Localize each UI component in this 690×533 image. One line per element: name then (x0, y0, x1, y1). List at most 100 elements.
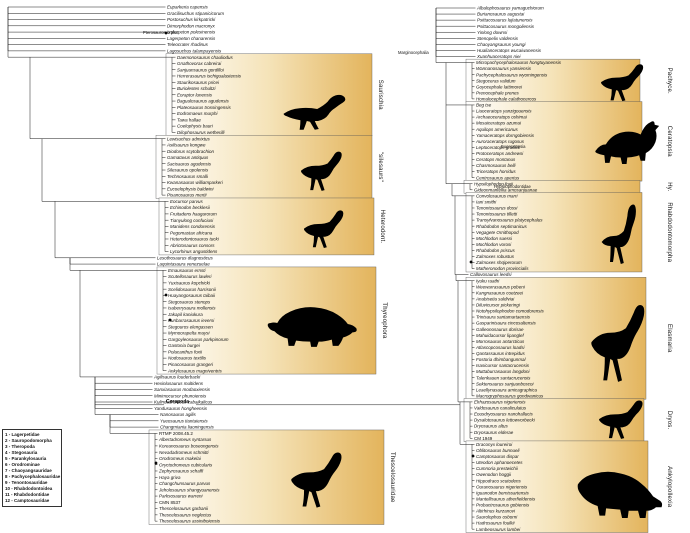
taxon-label: Matheronodon provincialis (476, 266, 529, 271)
taxon-label: Thescelosaurus assiniboiensis (159, 519, 221, 524)
taxon-label: Staurikosaurus pricei (177, 80, 220, 85)
taxon-label: Dryosaurus elderae (474, 430, 514, 435)
taxon-label: Galleonosaurus dorisae (476, 327, 524, 332)
taxon-label: Diodorus scytobrachion (167, 149, 215, 154)
taxon-label: Huayangosaurus taibaii (168, 293, 216, 298)
legend-item: 3 - Theropoda (5, 444, 35, 449)
taxon-label: Sanjuansaurus gordilloi (177, 67, 225, 72)
taxon-label: Eodromaeus murphi (177, 111, 219, 116)
taxon-label: Homalocephale calathocercos (476, 97, 537, 102)
taxon-label: Dysalotosaurus lettowvorbecki (474, 418, 536, 423)
taxon-label: Gastonia burgei (168, 343, 201, 348)
taxon-label: Silesaurus opolensis (167, 168, 209, 173)
taxon-label: Elrhazosaurus nigeriensis (474, 400, 526, 405)
node-label: Marginocephalia (398, 50, 429, 55)
taxon-label: Beg tse (476, 103, 492, 108)
taxon-label: Nevadadromeus schmitti (159, 450, 210, 455)
taxon-label: Dimorphodon macronyx (167, 23, 216, 28)
silesaurs-silhouette-icon (301, 151, 342, 191)
taxon-label: Ixalerpeton polesinensis (167, 30, 216, 35)
taxon-label: Callovosaurus leedsi (470, 272, 513, 277)
taxon-label: Burianosaurus augustai (477, 12, 525, 17)
taxon-label: Nodosaurus textilis (168, 356, 207, 361)
taxon-label: Uteodon aphanoecetes (476, 460, 523, 465)
taxon-label: Rhabdodon septimanicus (476, 224, 528, 229)
taxon-label: Changchunsaurus parvus (159, 481, 211, 486)
elasmaria-silhouette-icon (591, 304, 645, 382)
taxon-label: Hippodraco scutodens (476, 478, 522, 483)
taxon-label: Zalmoxes shqiperorum (475, 260, 522, 265)
taxon-label: Triceratops horridus (476, 169, 516, 174)
taxon-label: Notohypsilophodon comodorensis (476, 309, 545, 314)
taxon-label: Oryctodromeus cubicularis (159, 462, 213, 467)
taxon-label: Thescelosaurus neglectus (159, 512, 212, 517)
taxon-label: Lycorhinus angustidens (170, 249, 218, 254)
clade-bar-label-elasmaria: Elasmaria (666, 324, 672, 353)
clade-bar-label-thyreophora: Thyreophora (381, 302, 387, 339)
taxon-label: Buriolestes schultzi (177, 86, 217, 91)
clade-bar-label-ceratopsia: Ceratopsia (666, 126, 672, 157)
node-label: Pterosauromorpha (143, 30, 178, 35)
legend-box: 1 - Lagerpetidae 2 - Sauropodomorpha 3 - T… (2, 429, 62, 507)
taxon-label: Stegoceras validum (476, 78, 516, 83)
taxon-label: Heterodontosaurus tucki (170, 237, 220, 242)
taxon-label: Mosaiceratops azumai (476, 121, 522, 126)
taxon-label: Trinisaura santamartaensis (476, 315, 531, 320)
pachycephalosauria-silhouette-icon (601, 64, 644, 102)
taxon-label: Gasparinisaura cincosaltensis (476, 321, 537, 326)
taxon-label: Minimocursor phunoiensis (154, 393, 207, 398)
taxon-label: Liaoceratops yanzigouensis (476, 109, 532, 114)
ceratopsia-silhouette-icon (595, 121, 660, 164)
legend-item: 8 - Pachycephalosauridae (5, 474, 61, 479)
clade-bar-label-saurischia: Saurischia (377, 80, 383, 110)
taxon-label: Rhabdodon priscus (476, 248, 516, 253)
taxon-label: Centrosaurus apertus (476, 175, 520, 180)
taxon-label: Sacisaurus agudensis (167, 161, 212, 166)
taxon-label: Yandusaurus hongheensis (154, 406, 208, 411)
taxon-label: Gideonmantellia amosanjuanae (474, 187, 538, 192)
taxon-label: Albalophosaurus yamaguchiorum (476, 6, 544, 11)
legend-item: 7 - Chaoyangsauridae (5, 468, 52, 473)
node-label: Cerapoda (166, 399, 189, 405)
taxon-label: Eoraptor lunensis (177, 92, 213, 97)
taxon-label: Stegosaurus stenops (168, 299, 211, 304)
taxon-label: Yuxisaurus kopchicki (168, 280, 211, 285)
taxon-label: Protoceratops andrewsi (476, 151, 524, 156)
taxon-label: Hypsilophodon foxii (474, 181, 514, 186)
taxon-label: Tenontosaurus dossi (476, 206, 518, 211)
taxon-label: Orodromeus makelai (159, 456, 202, 461)
taxon-label: Altirhinus kurzanovi (475, 509, 516, 514)
clade-bar-label-silesaurs: "silesaurs" (377, 152, 383, 182)
clade-bar-label-thescelosauridae: Thescelosauridae (389, 452, 395, 503)
taxon-label: Xuanhuaceratops niei (476, 54, 522, 59)
taxon-label: Draconyx loureiroi (476, 442, 513, 447)
heterodontosauridae-silhouette-icon (303, 210, 344, 248)
legend-item: 11 - Rhabdodontidae (5, 492, 50, 497)
taxon-label: Mahuidacursor lipanglef (476, 333, 525, 338)
taxon-label: Abrictosaurus consors (169, 243, 215, 248)
taxon-label: Dilophosaurus wetherilli (177, 130, 226, 135)
taxon-label: Bagualosaurus agudensis (177, 99, 230, 104)
taxon-label: Iyuku raathi (476, 278, 500, 283)
taxon-label: Wannanosaurus yansiensis (476, 66, 532, 71)
taxon-label: Yueosaurus tiantaiensis (160, 418, 208, 423)
taxon-label: Jakapil kaniukura (167, 312, 203, 317)
legend-item: 9 - Tenontosauridae (5, 480, 48, 485)
legend-item: 6 - Orodrominae (5, 462, 40, 467)
taxon-label: Changmiania liaoningensis (160, 425, 215, 430)
taxon-label: Technosaurus smalli (167, 174, 209, 179)
legend-item: 5 - Parankylosauria (5, 456, 47, 461)
saurischia-silhouette-icon (283, 94, 346, 130)
taxon-label: Eucoelophysis baldwini (167, 186, 215, 191)
taxon-label: Eousdryosaurus nanohallucis (474, 412, 534, 417)
taxon-label: Gargoyleosaurus parkpinorum (168, 337, 229, 342)
taxon-label: Tawa hallae (177, 117, 201, 122)
taxon-label: Chasmosaurus belli (476, 163, 517, 168)
taxon-label: Zalmoxes robustus (475, 254, 515, 259)
taxon-label: Weewarrasaurus pobeni (476, 284, 526, 289)
taxon-label: Atlascopcosaurus loadsi (475, 345, 526, 350)
taxon-label: Manidens condorensis (170, 224, 216, 229)
clade-bar-label-hypsilophodontidae: Hy. (666, 182, 672, 191)
taxon-label: Macrogryphosaurus gondwanicus (476, 393, 544, 398)
